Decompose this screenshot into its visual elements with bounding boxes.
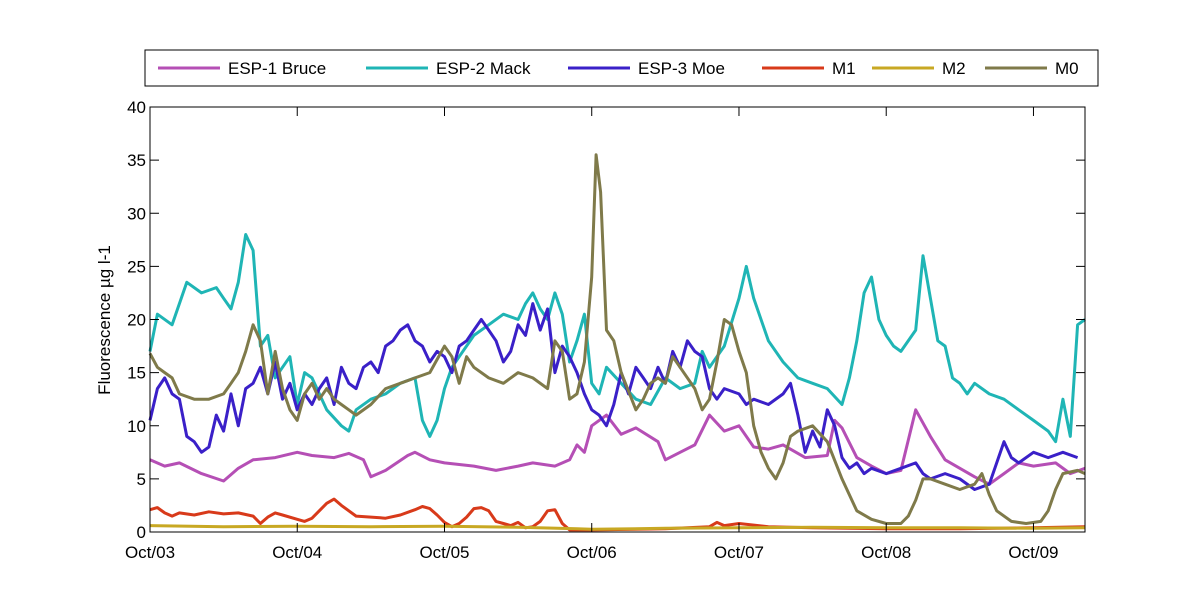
series-line-esp-3-moe: [148, 302, 1079, 491]
legend-label: ESP-2 Mack: [436, 59, 531, 78]
y-tick-label: 5: [137, 470, 146, 489]
y-tick-label: 0: [137, 523, 146, 542]
y-tick-label: 35: [127, 151, 146, 170]
x-tick-label: Oct/05: [419, 543, 469, 562]
series-line-m0: [148, 153, 1086, 525]
x-tick-label: Oct/06: [567, 543, 617, 562]
plot-area: 0 5 10 15 20 25 30 35 40 Oct/03 Oct/04 Oct/05 Oct/06…: [125, 98, 1086, 562]
y-tick-label: 15: [127, 364, 146, 383]
y-axis-label: Fluorescence µg l-1: [95, 245, 114, 395]
legend: ESP-1 Bruce ESP-2 Mack ESP-3 Moe M1 M2 M0: [144, 49, 1099, 87]
legend-label: M2: [942, 59, 966, 78]
x-tick-label: Oct/03: [125, 543, 175, 562]
legend-label: ESP-1 Bruce: [228, 59, 326, 78]
x-tick-label: Oct/08: [861, 543, 911, 562]
y-tick-label: 40: [127, 98, 146, 117]
x-tick-label: Oct/09: [1008, 543, 1058, 562]
legend-label: M0: [1055, 59, 1079, 78]
y-tick-label: 20: [127, 311, 146, 330]
legend-label: ESP-3 Moe: [638, 59, 725, 78]
y-tick-label: 25: [127, 257, 146, 276]
legend-label: M1: [832, 59, 856, 78]
plot-background: [150, 107, 1085, 532]
y-tick-label: 10: [127, 417, 146, 436]
x-tick-label: Oct/07: [714, 543, 764, 562]
series-line-esp-2-mack: [148, 233, 1086, 444]
x-tick-label: Oct/04: [272, 543, 322, 562]
y-tick-label: 30: [127, 204, 146, 223]
series-line-esp-1-bruce: [149, 408, 1086, 486]
